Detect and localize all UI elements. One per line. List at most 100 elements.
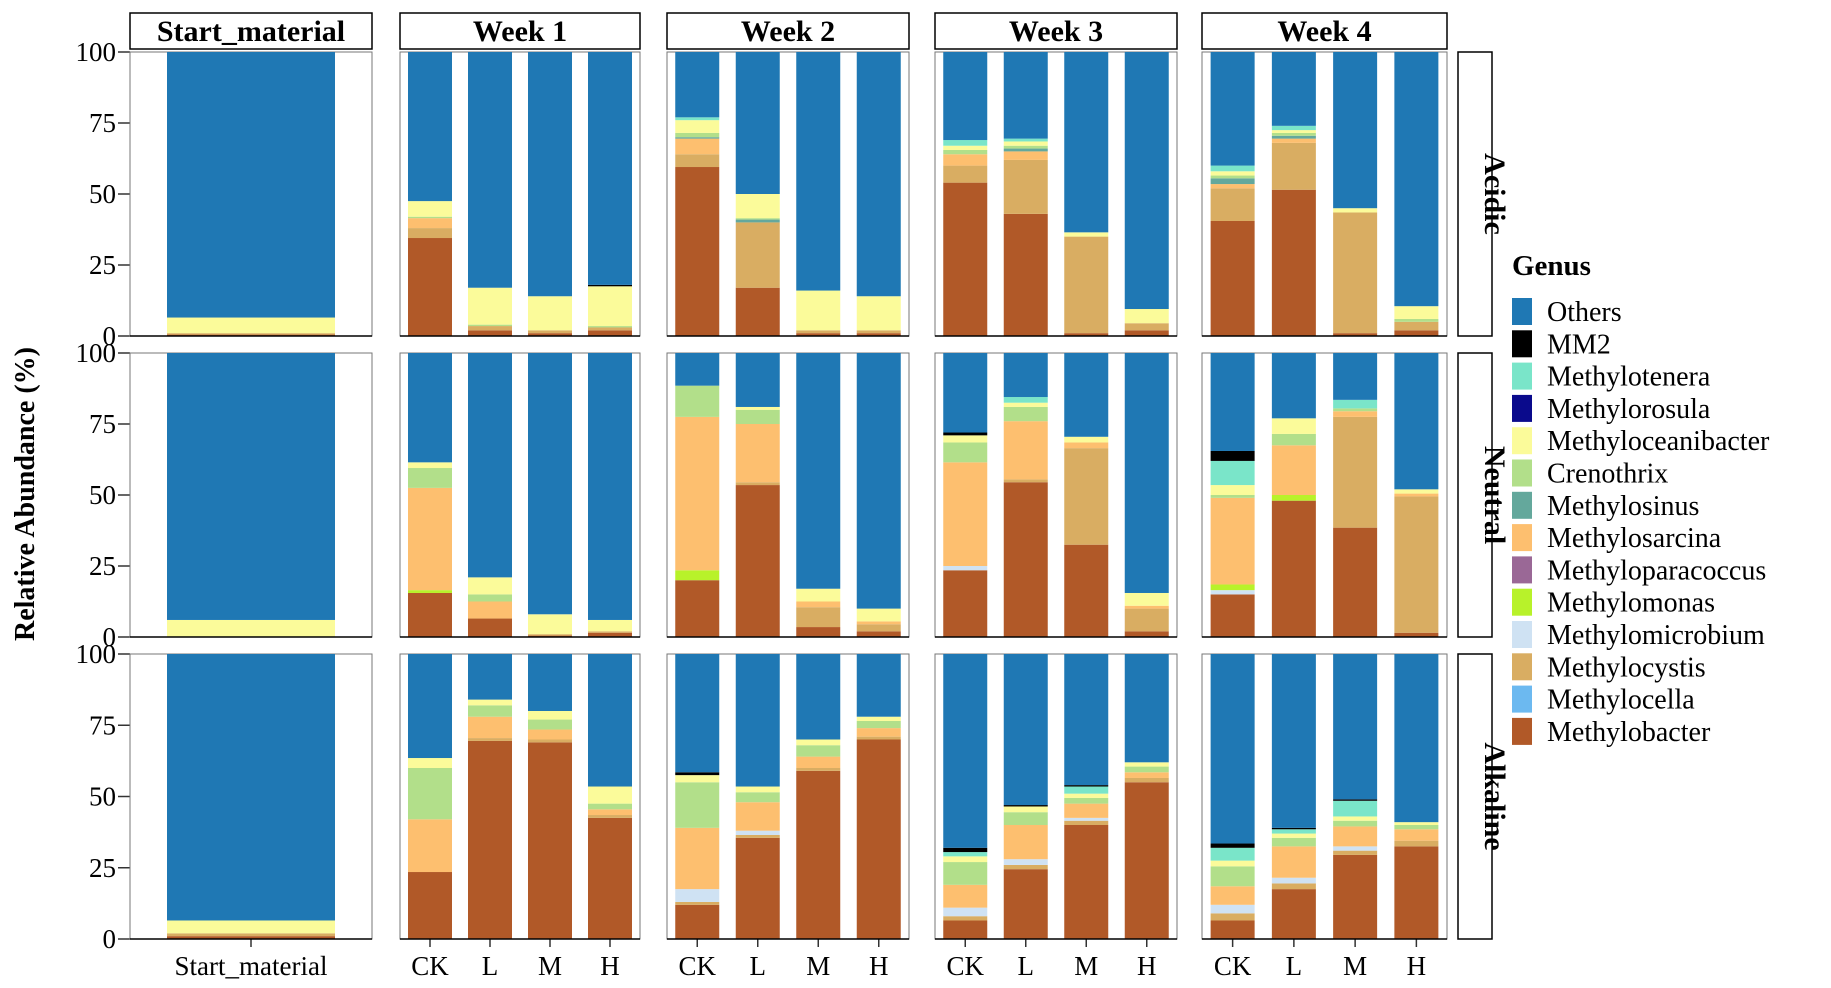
bar-segment-neutral-week-1-m-others	[528, 353, 572, 615]
bar-segment-alkaline-week-3-l-methyloceanibacter	[1003, 806, 1048, 813]
bar-segment-alkaline-week-4-h-methylosarcina	[1394, 829, 1439, 841]
bar-segment-neutral-week-3-ck-methylomicrobium	[943, 566, 988, 571]
bar-segment-alkaline-start-material-start-material-methylobacter	[167, 936, 335, 939]
bar-segment-acidic-week-3-ck-methylobacter	[943, 182, 988, 336]
bar-segment-acidic-week-4-ck-methylocystis	[1210, 188, 1255, 221]
y-tick-label: 100	[76, 639, 117, 669]
bar-segment-alkaline-week-3-m-methylomicrobium	[1064, 817, 1109, 821]
legend-label-crenothrix: Crenothrix	[1547, 459, 1668, 490]
bar-segment-alkaline-week-3-ck-methylomicrobium	[943, 907, 988, 917]
bar-segment-alkaline-week-1-h-methylobacter	[588, 817, 632, 939]
bar-segment-alkaline-week-2-ck-mm2	[675, 772, 720, 776]
bar-segment-acidic-week-2-ck-methylotenera	[675, 117, 720, 121]
bar-segment-neutral-week-4-ck-methylomicrobium	[1210, 590, 1255, 595]
bar-segment-acidic-week-3-l-methylobacter	[1003, 213, 1048, 336]
x-tick-label: CK	[411, 951, 449, 981]
bar-segment-neutral-start-material-start-material-methyloceanibacter	[167, 619, 335, 637]
legend-swatch-methylotenera	[1512, 362, 1532, 390]
bar-segment-acidic-week-3-ck-methylosarcina	[943, 154, 988, 166]
bar-segment-neutral-week-3-h-methylosarcina	[1124, 605, 1169, 609]
legend-swatch-mm2	[1512, 330, 1532, 358]
bar-segment-alkaline-week-4-ck-methylotenera	[1210, 847, 1255, 861]
bar-segment-neutral-week-3-h-methyloceanibacter	[1124, 592, 1169, 606]
bar-segment-neutral-week-2-ck-methylomonas	[675, 570, 720, 581]
bar-segment-neutral-week-2-h-others	[856, 353, 901, 609]
bar-segment-alkaline-week-1-m-methyloceanibacter	[528, 711, 572, 720]
x-tick-label: M	[1074, 951, 1098, 981]
bar-segment-acidic-week-4-ck-others	[1210, 52, 1255, 166]
bar-segment-neutral-week-3-l-methylobacter	[1003, 482, 1048, 637]
bar-segment-acidic-week-3-h-others	[1124, 52, 1169, 310]
bar-segment-acidic-week-1-ck-methylosarcina	[408, 218, 452, 229]
bar-segment-acidic-week-4-h-methylobacter	[1394, 330, 1439, 336]
bar-segment-alkaline-week-3-ck-methylosarcina	[943, 884, 988, 908]
bar-segment-neutral-week-2-l-methyloceanibacter	[735, 406, 780, 410]
bar-segment-acidic-week-1-l-methyloceanibacter	[468, 287, 512, 325]
bar-segment-alkaline-week-4-m-methylocystis	[1333, 850, 1378, 855]
column-strip-label: Week 2	[741, 15, 835, 48]
bar-segment-acidic-week-3-l-methylocystis	[1003, 159, 1048, 214]
bar-segment-alkaline-week-1-m-methylosarcina	[528, 729, 572, 740]
legend-swatch-methylocystis	[1512, 653, 1532, 681]
bar-segment-acidic-week-2-m-methylobacter	[796, 333, 841, 336]
row-strip-label: Acidic	[1478, 153, 1511, 235]
bar-segment-acidic-week-4-l-crenothrix	[1271, 132, 1316, 136]
bar-segment-neutral-week-4-m-methylocystis	[1333, 416, 1378, 528]
bar-segment-alkaline-week-4-ck-methyloceanibacter	[1210, 860, 1255, 867]
bar-segment-acidic-week-1-h-methylobacter	[588, 330, 632, 336]
bar-segment-neutral-week-3-m-methylocystis	[1064, 448, 1109, 545]
bar-segment-acidic-week-2-m-methyloceanibacter	[796, 290, 841, 331]
bar-segment-alkaline-week-2-l-others	[735, 654, 780, 787]
bar-segment-alkaline-week-1-h-crenothrix	[588, 803, 632, 810]
bar-segment-acidic-week-1-m-methyloceanibacter	[528, 296, 572, 331]
y-tick-label: 25	[89, 551, 116, 581]
bar-segment-alkaline-week-3-ck-methylobacter	[943, 920, 988, 939]
x-tick-label: CK	[1214, 951, 1252, 981]
x-tick-label: CK	[946, 951, 984, 981]
bar-segment-neutral-week-3-ck-others	[943, 353, 988, 433]
bar-segment-neutral-week-3-m-methylosarcina	[1064, 442, 1109, 449]
bar-segment-alkaline-week-3-m-crenothrix	[1064, 797, 1109, 804]
bar-segment-acidic-week-4-ck-methyloceanibacter	[1210, 171, 1255, 176]
bar-segment-acidic-week-1-l-others	[468, 52, 512, 288]
bar-segment-neutral-week-4-m-methylotenera	[1333, 399, 1378, 409]
bar-segment-acidic-week-4-l-methylotenera	[1271, 125, 1316, 131]
bar-segment-alkaline-week-2-m-others	[796, 654, 841, 740]
bar-segment-neutral-week-4-ck-methylotenera	[1210, 460, 1255, 486]
bar-segment-neutral-week-3-m-methylobacter	[1064, 544, 1109, 637]
column-strip-label: Week 3	[1009, 15, 1103, 48]
bar-segment-alkaline-week-3-m-methylosarcina	[1064, 803, 1109, 818]
bar-segment-alkaline-week-2-h-crenothrix	[856, 720, 901, 729]
bar-segment-neutral-week-3-h-methylocystis	[1124, 608, 1169, 632]
y-tick-label: 0	[103, 924, 117, 954]
bar-segment-acidic-week-2-ck-crenothrix	[675, 132, 720, 138]
bar-segment-neutral-week-2-h-methylobacter	[856, 631, 901, 637]
bar-segment-neutral-week-3-ck-methyloceanibacter	[943, 435, 988, 443]
bar-segment-acidic-week-4-l-methylosinus	[1271, 135, 1316, 139]
bar-segment-acidic-week-1-ck-methyloceanibacter	[408, 201, 452, 217]
bar-segment-acidic-week-3-ck-crenothrix	[943, 149, 988, 155]
bar-segment-neutral-week-1-ck-methylomonas	[408, 590, 452, 593]
bar-segment-neutral-week-3-h-others	[1124, 353, 1169, 593]
y-tick-label: 75	[89, 409, 116, 439]
bar-segment-neutral-week-3-l-methylosarcina	[1003, 421, 1048, 480]
bar-segment-neutral-week-4-m-others	[1333, 353, 1378, 400]
bar-segment-acidic-week-2-l-methylobacter	[735, 287, 780, 336]
bar-segment-acidic-week-2-ck-others	[675, 52, 720, 118]
bar-segment-neutral-week-1-ck-methylosarcina	[408, 487, 452, 591]
bar-segment-neutral-week-2-l-methylobacter	[735, 485, 780, 637]
bar-segment-acidic-week-1-ck-methylocystis	[408, 228, 452, 239]
column-strip-label: Week 4	[1277, 15, 1371, 48]
legend-swatch-methylobacter	[1512, 717, 1532, 745]
bar-segment-alkaline-week-4-ck-crenothrix	[1210, 866, 1255, 887]
bar-segment-alkaline-week-4-l-methylobacter	[1271, 889, 1316, 939]
bar-segment-alkaline-week-4-ck-methylobacter	[1210, 920, 1255, 939]
legend-label-methylocystis: Methylocystis	[1547, 652, 1706, 683]
bar-segment-acidic-week-1-h-crenothrix	[588, 326, 632, 328]
bar-segment-acidic-week-3-h-methyloceanibacter	[1124, 309, 1169, 324]
bar-segment-neutral-start-material-start-material-others	[167, 353, 335, 620]
bar-segment-alkaline-week-4-m-crenothrix	[1333, 820, 1378, 827]
bar-segment-alkaline-week-4-ck-others	[1210, 654, 1255, 844]
x-tick-label: H	[869, 951, 889, 981]
